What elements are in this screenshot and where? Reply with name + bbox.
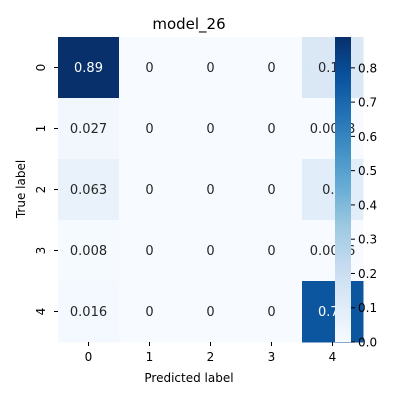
heatmap-cell bbox=[302, 159, 364, 221]
colorbar-tick-label: 0.7 bbox=[358, 96, 377, 110]
cell-value-label: 0 bbox=[206, 305, 214, 320]
x-axis: 0 1 2 3 4 bbox=[85, 342, 337, 364]
cell-value-label: 0 bbox=[206, 122, 214, 137]
y-tick-label: 4 bbox=[34, 308, 48, 316]
heatmap-cell bbox=[119, 220, 181, 282]
cell-value-label: 0 bbox=[267, 305, 275, 320]
cell-value-label: 0.016 bbox=[70, 305, 107, 320]
colorbar-tick-label: 0.2 bbox=[358, 267, 377, 281]
heatmap-cell bbox=[119, 37, 181, 99]
colorbar-tick-label: 0.0 bbox=[358, 336, 377, 350]
colorbar-tick-label: 0.1 bbox=[358, 301, 377, 315]
cell-value-label: 0.027 bbox=[70, 122, 107, 137]
heatmap-cell bbox=[58, 281, 120, 343]
heatmap-cell bbox=[180, 220, 242, 282]
heatmap-cell bbox=[241, 220, 303, 282]
heatmap-cell bbox=[241, 98, 303, 160]
x-tick-label: 0 bbox=[85, 350, 93, 364]
x-tick-label: 2 bbox=[207, 350, 215, 364]
heatmap-cells bbox=[58, 37, 364, 343]
colorbar-tick-label: 0.3 bbox=[358, 233, 377, 247]
cell-value-label: 0 bbox=[206, 61, 214, 76]
heatmap-cell bbox=[58, 220, 120, 282]
colorbar-ticks: 0.0 0.1 0.2 0.3 0.4 0.5 0.6 0.7 0.8 bbox=[351, 61, 377, 350]
heatmap-cell bbox=[119, 159, 181, 221]
heatmap-cell bbox=[58, 159, 120, 221]
heatmap-cell bbox=[180, 281, 242, 343]
y-tick-label: 1 bbox=[34, 125, 48, 133]
cell-value-label: 0.89 bbox=[74, 61, 103, 76]
cell-value-label: 0.063 bbox=[70, 183, 107, 198]
chart-title: model_26 bbox=[152, 15, 225, 34]
heatmap-cell bbox=[58, 37, 120, 99]
heatmap-cell bbox=[119, 98, 181, 160]
cell-value-label: 0.008 bbox=[70, 244, 107, 259]
colorbar-tick-label: 0.4 bbox=[358, 198, 377, 212]
heatmap-cell bbox=[241, 281, 303, 343]
y-axis: 0 1 2 3 4 bbox=[34, 64, 58, 316]
heatmap-cell bbox=[241, 159, 303, 221]
cell-value-label: 0 bbox=[145, 183, 153, 198]
cell-value-label: 0 bbox=[267, 61, 275, 76]
cell-value-label: 0 bbox=[267, 183, 275, 198]
cell-value-label: 0 bbox=[267, 122, 275, 137]
colorbar-tick-label: 0.5 bbox=[358, 164, 377, 178]
heatmap-cell bbox=[119, 281, 181, 343]
heatmap-cell bbox=[58, 98, 120, 160]
heatmap-cell bbox=[180, 37, 242, 99]
heatmap-cell bbox=[302, 220, 364, 282]
x-tick-label: 3 bbox=[268, 350, 276, 364]
heatmap-cell bbox=[180, 159, 242, 221]
cell-value-label: 0 bbox=[206, 183, 214, 198]
cell-value-label: 0 bbox=[145, 244, 153, 259]
heatmap-cell bbox=[180, 98, 242, 160]
cell-value-label: 0 bbox=[206, 244, 214, 259]
colorbar-tick-label: 0.6 bbox=[358, 130, 377, 144]
heatmap-cell bbox=[241, 37, 303, 99]
heatmap-cell bbox=[302, 281, 364, 343]
x-tick-label: 1 bbox=[146, 350, 154, 364]
cell-value-label: 0 bbox=[145, 122, 153, 137]
cell-value-label: 0 bbox=[267, 244, 275, 259]
x-axis-label: Predicted label bbox=[144, 371, 233, 385]
x-tick-label: 4 bbox=[329, 350, 337, 364]
colorbar-tick-label: 0.8 bbox=[358, 61, 377, 75]
y-tick-label: 0 bbox=[34, 64, 48, 72]
colorbar bbox=[335, 37, 351, 342]
cell-value-label: 0 bbox=[145, 61, 153, 76]
y-axis-label: True label bbox=[14, 160, 28, 219]
y-tick-label: 2 bbox=[34, 186, 48, 194]
y-tick-label: 3 bbox=[34, 247, 48, 255]
cell-value-label: 0 bbox=[145, 305, 153, 320]
heatmap-cell bbox=[302, 98, 364, 160]
